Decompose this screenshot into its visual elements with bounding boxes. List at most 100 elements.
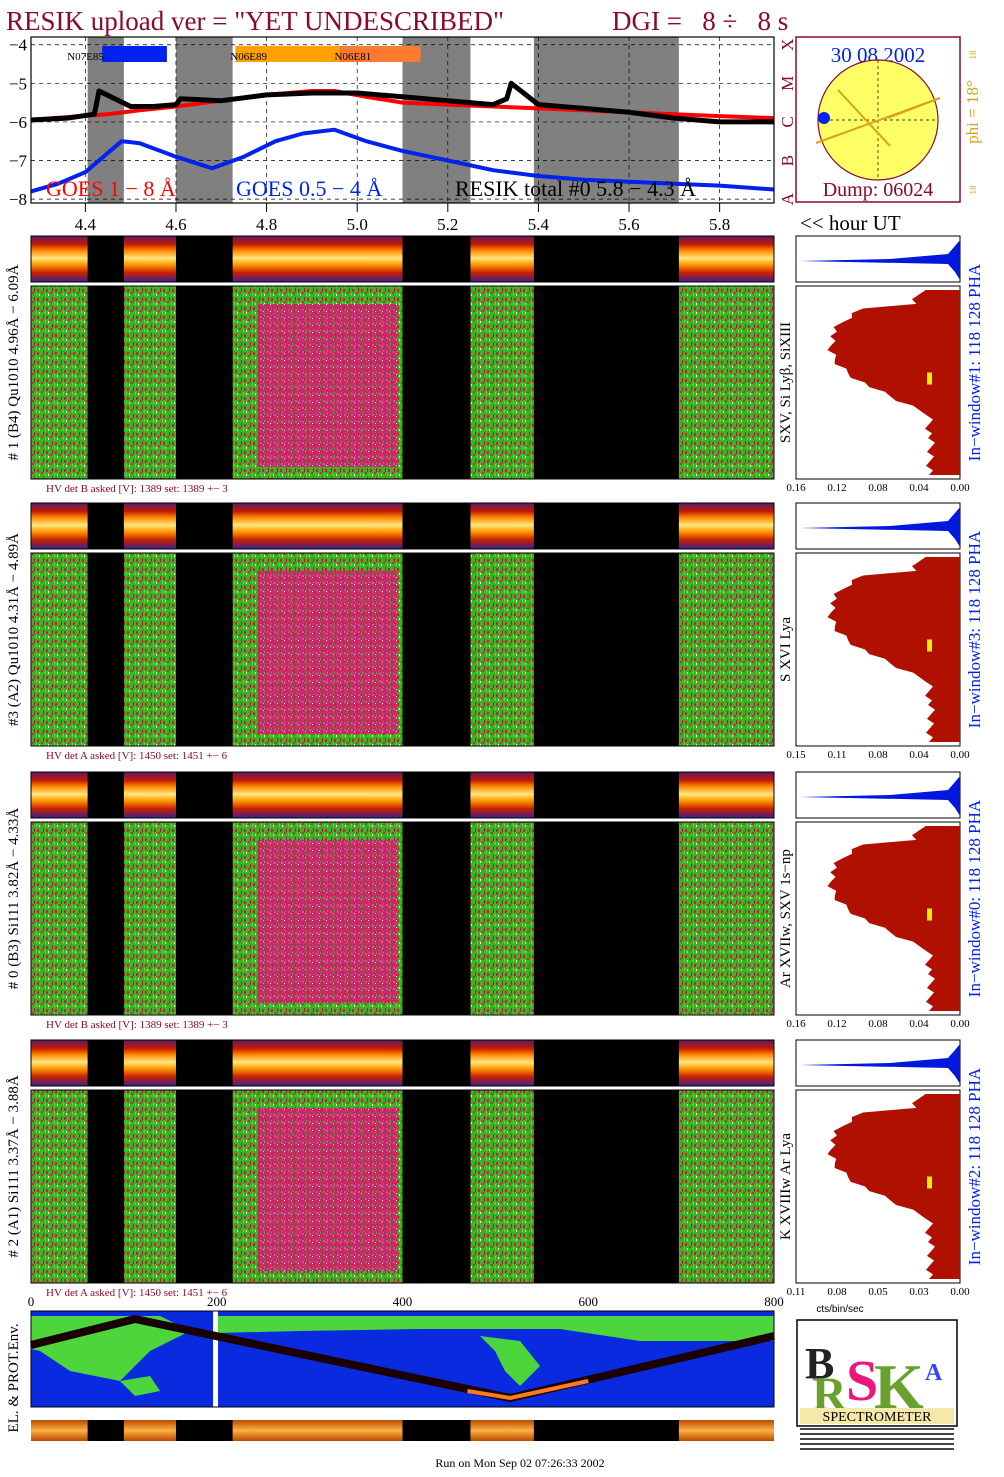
pha-histogram [827, 826, 960, 1011]
pha-tick-label: 0.00 [950, 482, 970, 494]
goes-class-label: M [778, 76, 797, 91]
data-gap [87, 1040, 124, 1086]
in-window-label: In−window#3: 118 128 PHA [965, 530, 984, 728]
data-gap [533, 772, 679, 818]
legend-goes18: GOES 1 − 8 Å [46, 176, 176, 201]
hv-status: HV det A asked [V]: 1450 set: 1451 +− 6 [46, 750, 228, 762]
landmass [480, 1336, 540, 1386]
spectrogram-hot-region [257, 571, 398, 734]
pha-tick-label: 0.15 [786, 749, 806, 761]
time-tick-label: 4.6 [165, 215, 186, 234]
pha-tick-label: 0.12 [827, 482, 846, 494]
pha-blue-hist [800, 507, 960, 547]
pha-tick-label: 0.04 [909, 1018, 929, 1030]
pha-histogram [827, 557, 960, 742]
dgi-label: DGI = 8 ÷ 8 s [612, 6, 788, 36]
active-region-bar [102, 46, 167, 62]
data-gap-band [402, 37, 471, 203]
hv-status: HV det B asked [V]: 1389 set: 1389 +− 3 [46, 483, 228, 495]
y-tick-label: −7 [9, 152, 28, 171]
orbit-gap [213, 1311, 219, 1407]
logo-letter: A [925, 1360, 943, 1386]
plot-frame [30, 36, 775, 204]
data-gap-band [533, 37, 679, 203]
data-gap-band [87, 37, 124, 203]
y-tick-label: −4 [9, 36, 28, 55]
sun-orientation-line [837, 89, 891, 147]
pha-tick-label: 0.16 [786, 482, 806, 494]
channel-label: # 1 (B4) Qu1010 4.96Å − 6.09Å [6, 264, 22, 460]
active-region-bar [235, 46, 349, 62]
data-gap [402, 503, 471, 549]
in-window-label: In−window#1: 118 128 PHA [965, 263, 984, 461]
data-gap [533, 553, 679, 746]
pha-tick-label: 0.08 [868, 749, 888, 761]
in-window-label: In−window#2: 118 128 PHA [965, 1067, 984, 1265]
y-tick-label: −8 [9, 190, 27, 209]
pha-histogram [827, 290, 960, 475]
hv-status: HV det B asked [V]: 1389 set: 1389 +− 3 [46, 1019, 228, 1031]
active-region-label: N06E81 [335, 51, 372, 63]
data-gap [175, 236, 233, 282]
spectrogram-frame [30, 1089, 775, 1284]
y-tick-label: −6 [9, 113, 27, 132]
data-gap [533, 286, 679, 479]
channel-2: HV det B asked [V]: 1389 set: 1389 +− 3 #… [6, 771, 984, 1031]
pha-tick-label: 0.05 [868, 1286, 888, 1298]
orbit-tick-label: 0 [28, 1294, 35, 1309]
data-gap [402, 286, 471, 479]
pha-window-marker [927, 639, 932, 652]
strip-frame [30, 771, 775, 819]
dump-label: Dump: 06024 [823, 179, 934, 201]
data-gap [87, 236, 124, 282]
channel-1: HV det A asked [V]: 1450 set: 1451 +− 6 #… [6, 502, 984, 762]
page-title: RESIK upload ver = "YET UNDESCRIBED" [6, 6, 504, 36]
logo-credit-line [800, 1428, 954, 1430]
goes-class-label: A [778, 192, 797, 205]
time-tick-label: 5.2 [437, 215, 458, 234]
legend-resik: RESIK total #0 5.8 − 4.3 Å [455, 176, 696, 201]
orbit-frame [30, 1310, 775, 1408]
pha-tick-label: 0.11 [828, 749, 847, 761]
legend-goes054: GOES 0.5 − 4 Å [236, 176, 382, 201]
spectrogram-hot-region [257, 840, 398, 1003]
line-identification: S XVI Lya [778, 617, 794, 682]
data-gap [175, 286, 233, 479]
pha-blue-hist [800, 776, 960, 816]
pha-tick-label: 0.08 [868, 1018, 888, 1030]
line-identification: Ar XVIIw, SXV 1s−np [778, 849, 794, 988]
data-gap [402, 822, 471, 1015]
channel-0: HV det B asked [V]: 1389 set: 1389 +− 3 #… [6, 235, 984, 495]
hour-ut-label: << hour UT [800, 211, 901, 235]
spectrogram-frame [30, 552, 775, 747]
series-line-1 [30, 127, 775, 194]
pha-blue-hist [800, 240, 960, 280]
env-gap [87, 1420, 124, 1441]
pha-tick-label: 0.00 [950, 1286, 970, 1298]
data-gap [402, 1040, 471, 1086]
spectrogram-frame [30, 821, 775, 1016]
pha-tick-label: 0.04 [909, 749, 929, 761]
data-gap [533, 236, 679, 282]
time-tick-label: 5.8 [709, 215, 730, 234]
orbit-tick-label: 400 [393, 1294, 413, 1309]
orbit-tick-label: 600 [579, 1294, 599, 1309]
active-region-marker [818, 112, 830, 124]
active-region-label: N06E89 [230, 51, 267, 63]
data-gap [175, 772, 233, 818]
data-gap [402, 772, 471, 818]
active-region-bar [339, 46, 421, 62]
data-gap [175, 1040, 233, 1086]
logo-credit-line [800, 1433, 954, 1435]
phi-label: phi = 18° [963, 80, 982, 144]
data-gap [533, 503, 679, 549]
data-gap [87, 772, 124, 818]
pha-tick-label: 0.03 [909, 1286, 929, 1298]
pha-tick-label: 0.00 [950, 1018, 970, 1030]
logo-spectrometer: SPECTROMETER [823, 1410, 933, 1425]
line-identification: K XVIIIw Ar Lya [778, 1133, 794, 1240]
orbit-label: EL. & PROT.Env. [6, 1323, 22, 1432]
data-gap [87, 503, 124, 549]
pha-tick-label: 0.11 [787, 1286, 806, 1298]
phi-tick: 18 [968, 50, 978, 60]
